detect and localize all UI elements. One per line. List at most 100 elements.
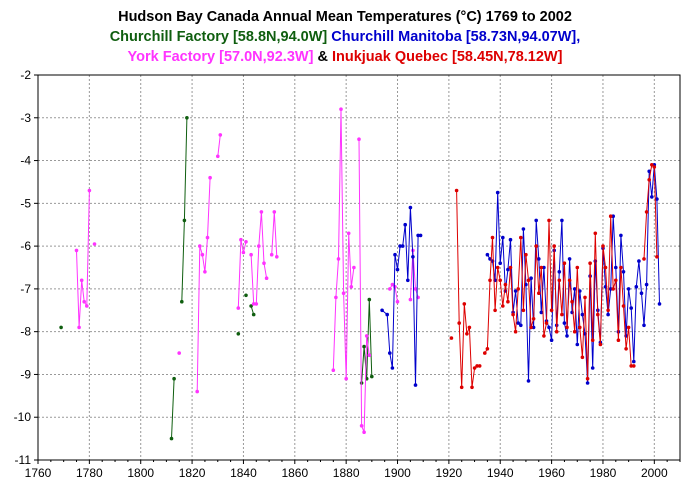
data-point <box>524 252 528 257</box>
data-point <box>495 190 500 195</box>
data-point <box>562 321 567 325</box>
x-tick-label: 1860 <box>281 466 308 480</box>
series-line <box>332 109 355 379</box>
data-point <box>264 276 269 281</box>
data-point <box>544 321 549 325</box>
data-point <box>388 287 392 291</box>
data-point <box>395 267 400 272</box>
legend-ampersand: & <box>317 49 328 65</box>
data-point <box>513 289 518 293</box>
series-line <box>456 190 480 388</box>
data-point <box>359 424 364 428</box>
x-tick-label: 1780 <box>76 466 103 480</box>
data-point <box>642 257 646 261</box>
data-point <box>552 244 556 248</box>
x-tick-label: 1760 <box>25 466 52 480</box>
data-point <box>570 299 574 304</box>
data-point <box>390 282 395 287</box>
series-line <box>171 378 175 439</box>
data-point <box>637 259 641 263</box>
data-point <box>485 347 490 351</box>
data-point <box>87 188 92 193</box>
data-point <box>239 237 243 242</box>
series-line <box>217 134 221 157</box>
data-point <box>657 302 662 306</box>
series-line <box>643 163 658 259</box>
data-point <box>565 334 569 338</box>
data-point <box>390 366 395 370</box>
data-point <box>418 233 423 238</box>
data-point <box>364 334 369 338</box>
data-point <box>590 338 595 343</box>
data-point <box>208 175 212 180</box>
data-point <box>413 287 418 291</box>
data-point <box>236 306 241 310</box>
data-point <box>203 270 207 274</box>
data-point <box>259 210 264 214</box>
data-point <box>82 299 86 304</box>
data-point <box>85 304 89 308</box>
data-point <box>542 334 546 338</box>
plot-frame <box>37 74 681 461</box>
data-point <box>539 310 544 315</box>
data-point <box>395 299 400 304</box>
data-point <box>506 267 510 272</box>
data-point <box>490 235 495 240</box>
data-point <box>575 342 580 347</box>
data-point <box>346 231 351 236</box>
data-point <box>362 344 366 349</box>
data-point <box>531 317 536 321</box>
data-point <box>583 295 587 300</box>
data-point <box>483 351 487 355</box>
data-point <box>585 381 590 385</box>
chart-subtitle-1: Churchill Factory [58.8N,94.0W] Churchil… <box>0 28 690 46</box>
data-point <box>534 244 538 248</box>
data-point <box>251 302 256 306</box>
data-point <box>249 252 253 257</box>
data-point <box>216 154 220 159</box>
x-tick-label: 1840 <box>230 466 257 480</box>
data-point <box>519 235 523 240</box>
data-point <box>629 306 633 310</box>
data-point <box>503 282 508 287</box>
data-point <box>580 355 585 360</box>
y-tick-label: -6 <box>20 239 31 253</box>
y-tick-label: -4 <box>20 154 31 168</box>
data-point <box>614 265 618 270</box>
data-point <box>339 107 343 111</box>
data-point <box>562 261 567 266</box>
data-point <box>454 188 459 193</box>
data-point <box>655 197 659 201</box>
data-point <box>341 291 346 296</box>
series-layer <box>59 107 662 441</box>
series-line <box>358 139 370 433</box>
data-point <box>198 244 202 248</box>
data-point <box>621 270 626 274</box>
data-point <box>205 235 210 240</box>
data-point <box>644 282 649 287</box>
data-point <box>485 252 490 257</box>
series-1 <box>74 107 420 435</box>
data-point <box>177 351 181 355</box>
data-point <box>385 312 390 317</box>
data-point <box>244 240 248 244</box>
data-point <box>393 252 397 257</box>
data-point <box>508 265 513 270</box>
series-line <box>181 117 188 302</box>
data-point <box>344 376 349 381</box>
data-point <box>388 351 392 355</box>
data-point <box>650 195 654 199</box>
data-point <box>172 376 176 381</box>
data-point <box>601 244 605 248</box>
data-point <box>459 385 464 390</box>
data-point <box>380 308 384 313</box>
data-point <box>611 214 615 218</box>
data-point <box>367 297 372 302</box>
series-2 <box>380 163 662 387</box>
series-line <box>484 216 634 379</box>
data-point <box>218 133 223 137</box>
data-point <box>236 332 241 336</box>
data-point <box>275 254 279 259</box>
data-point <box>349 285 354 289</box>
data-point <box>603 265 608 270</box>
